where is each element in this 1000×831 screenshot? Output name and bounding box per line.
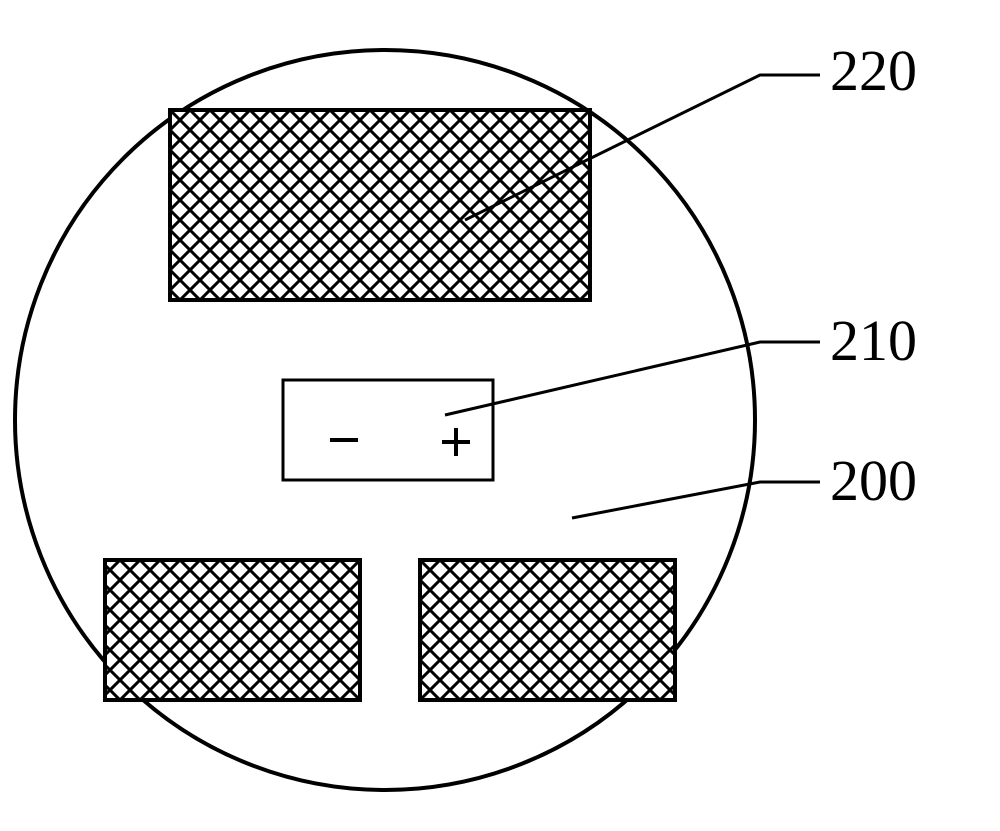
br-hatched-rect: [420, 560, 675, 700]
label-210: 210: [830, 308, 917, 373]
top-hatched-rect: [170, 110, 590, 300]
diagram-canvas: 220 210 200: [0, 0, 1000, 831]
leader-210: [445, 342, 820, 415]
label-220: 220: [830, 38, 917, 103]
label-200: 200: [830, 448, 917, 513]
bl-hatched-rect: [105, 560, 360, 700]
leader-200: [572, 482, 820, 518]
mid-rect: [283, 380, 493, 480]
